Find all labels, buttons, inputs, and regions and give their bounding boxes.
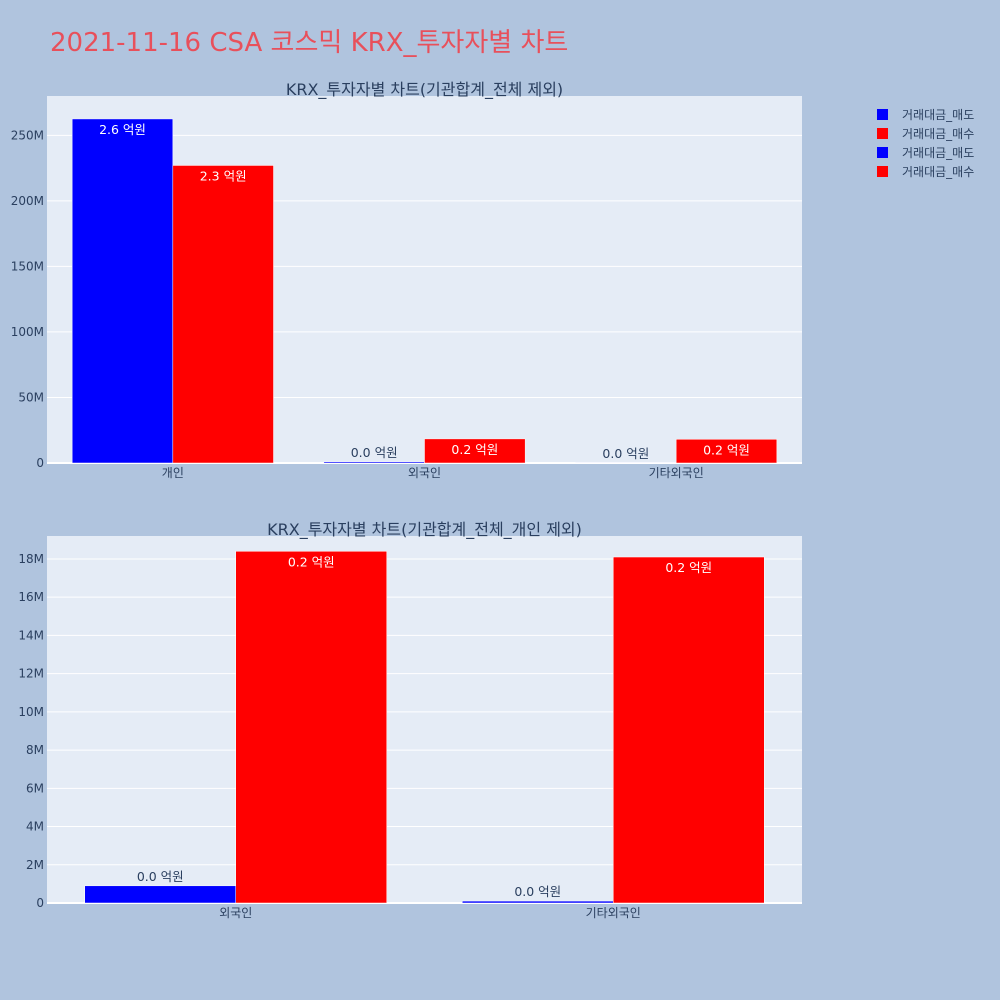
y-tick-label: 200M <box>11 194 44 208</box>
data-label: 2.3 억원 <box>200 168 247 183</box>
bar <box>424 438 526 464</box>
legend-swatch[interactable] <box>877 147 888 158</box>
subplot-1: 0 50M 100M 150M 200M 250M KRX_투자자별 차트(기관합계_전체 … <box>11 80 802 480</box>
data-label: 0.0 억원 <box>602 446 649 461</box>
legend-swatch[interactable] <box>877 166 888 177</box>
y-tick-label: 100M <box>11 325 44 339</box>
legend-item-label[interactable]: 거래대금_매수 <box>902 127 974 141</box>
bar <box>235 551 387 904</box>
bar <box>675 439 778 464</box>
x-tick-label: 개인 <box>162 466 184 480</box>
bar <box>613 556 765 904</box>
x-tick-label: 기타외국인 <box>586 906 641 920</box>
data-label: 0.2 억원 <box>703 442 750 457</box>
legend-item-label[interactable]: 거래대금_매도 <box>902 146 974 160</box>
bar <box>323 461 425 464</box>
bar <box>172 165 274 464</box>
data-label: 0.0 억원 <box>137 869 184 884</box>
data-label: 0.2 억원 <box>288 554 335 569</box>
x-tick-label: 외국인 <box>219 906 252 920</box>
y-tick-label: 10M <box>18 705 44 719</box>
y-tick-label: 0 <box>36 456 44 470</box>
y-tick-label: 0 <box>36 896 44 910</box>
data-label: 0.2 억원 <box>451 442 498 457</box>
bar <box>71 118 174 464</box>
subplot-title: KRX_투자자별 차트(기관합계_전체 제외) <box>286 80 563 100</box>
y-tick-label: 4M <box>26 820 44 834</box>
y-tick-label: 18M <box>18 552 44 566</box>
x-tick-label: 기타외국인 <box>649 466 704 480</box>
legend-item-label[interactable]: 거래대금_매수 <box>902 165 974 179</box>
data-label: 0.2 억원 <box>665 560 712 575</box>
y-tick-label: 150M <box>11 259 44 273</box>
data-label: 0.0 억원 <box>351 445 398 460</box>
data-label: 0.0 억원 <box>514 884 561 899</box>
y-tick-label: 2M <box>26 858 44 872</box>
y-tick-label: 16M <box>18 590 44 604</box>
legend-swatch[interactable] <box>877 109 888 120</box>
y-tick-label: 14M <box>18 628 44 642</box>
legend-swatch[interactable] <box>877 128 888 139</box>
y-tick-label: 50M <box>18 390 44 404</box>
x-tick-label: 외국인 <box>408 466 441 480</box>
bar <box>462 900 614 904</box>
page-title: 2021-11-16 CSA 코스믹 KRX_투자자별 차트 <box>50 28 569 58</box>
subplot-title: KRX_투자자별 차트(기관합계_전체_개인 제외) <box>267 520 582 540</box>
data-label: 2.6 억원 <box>99 122 146 137</box>
subplot-2: 0 2M 4M 6M 8M 10M 12M 14M 16M 18M KRX_투자자별 차트(기관합계… <box>18 520 802 920</box>
y-tick-label: 250M <box>11 128 44 142</box>
y-tick-label: 12M <box>18 667 44 681</box>
y-tick-label: 8M <box>26 743 44 757</box>
legend-item-label[interactable]: 거래대금_매도 <box>902 108 974 122</box>
bar <box>84 885 236 904</box>
y-tick-label: 6M <box>26 781 44 795</box>
